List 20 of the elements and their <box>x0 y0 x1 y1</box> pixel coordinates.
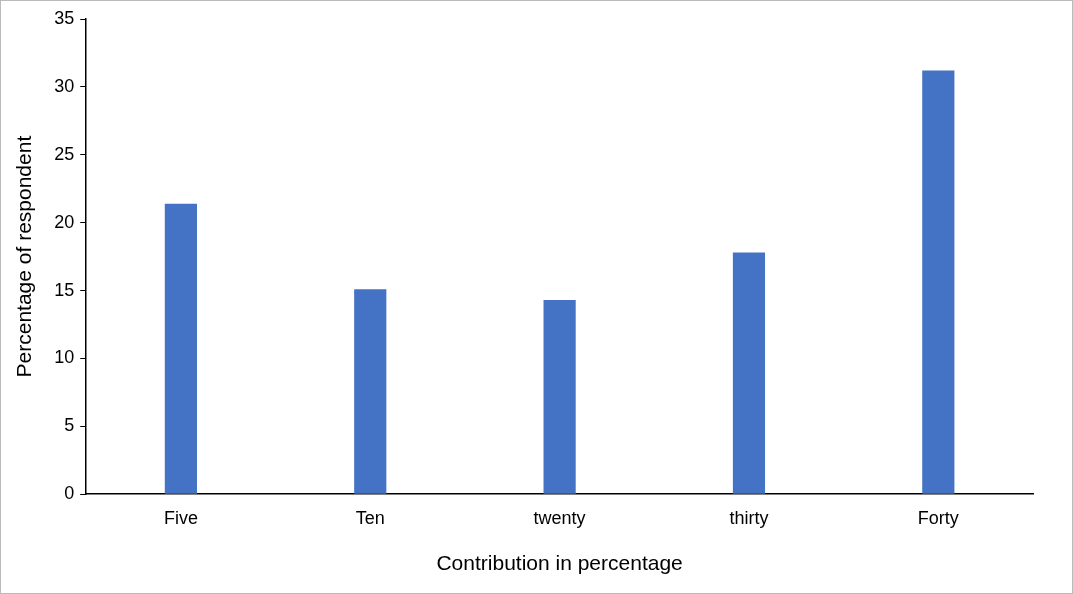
y-axis-title: Percentage of respondent <box>12 135 36 378</box>
y-tick-label: 0 <box>64 483 75 504</box>
x-tick-label: Ten <box>355 507 385 528</box>
x-axis-title: Contribution in percentage <box>436 551 683 575</box>
x-tick-label: twenty <box>533 507 586 528</box>
bar <box>543 300 576 494</box>
x-tick-label: Five <box>163 507 198 528</box>
bar <box>354 289 387 494</box>
y-tick-label: 10 <box>54 347 75 368</box>
y-tick-label: 30 <box>54 75 75 96</box>
y-tick-label: 25 <box>54 143 75 164</box>
y-tick-label: 20 <box>54 211 75 232</box>
bar <box>922 70 955 494</box>
bar <box>732 252 766 494</box>
bar <box>164 203 197 494</box>
x-tick-label: thirty <box>729 507 769 528</box>
y-tick-label: 15 <box>54 279 75 300</box>
y-tick-label: 35 <box>54 7 75 28</box>
x-tick-label: Forty <box>917 507 959 528</box>
y-tick-label: 5 <box>64 415 75 436</box>
